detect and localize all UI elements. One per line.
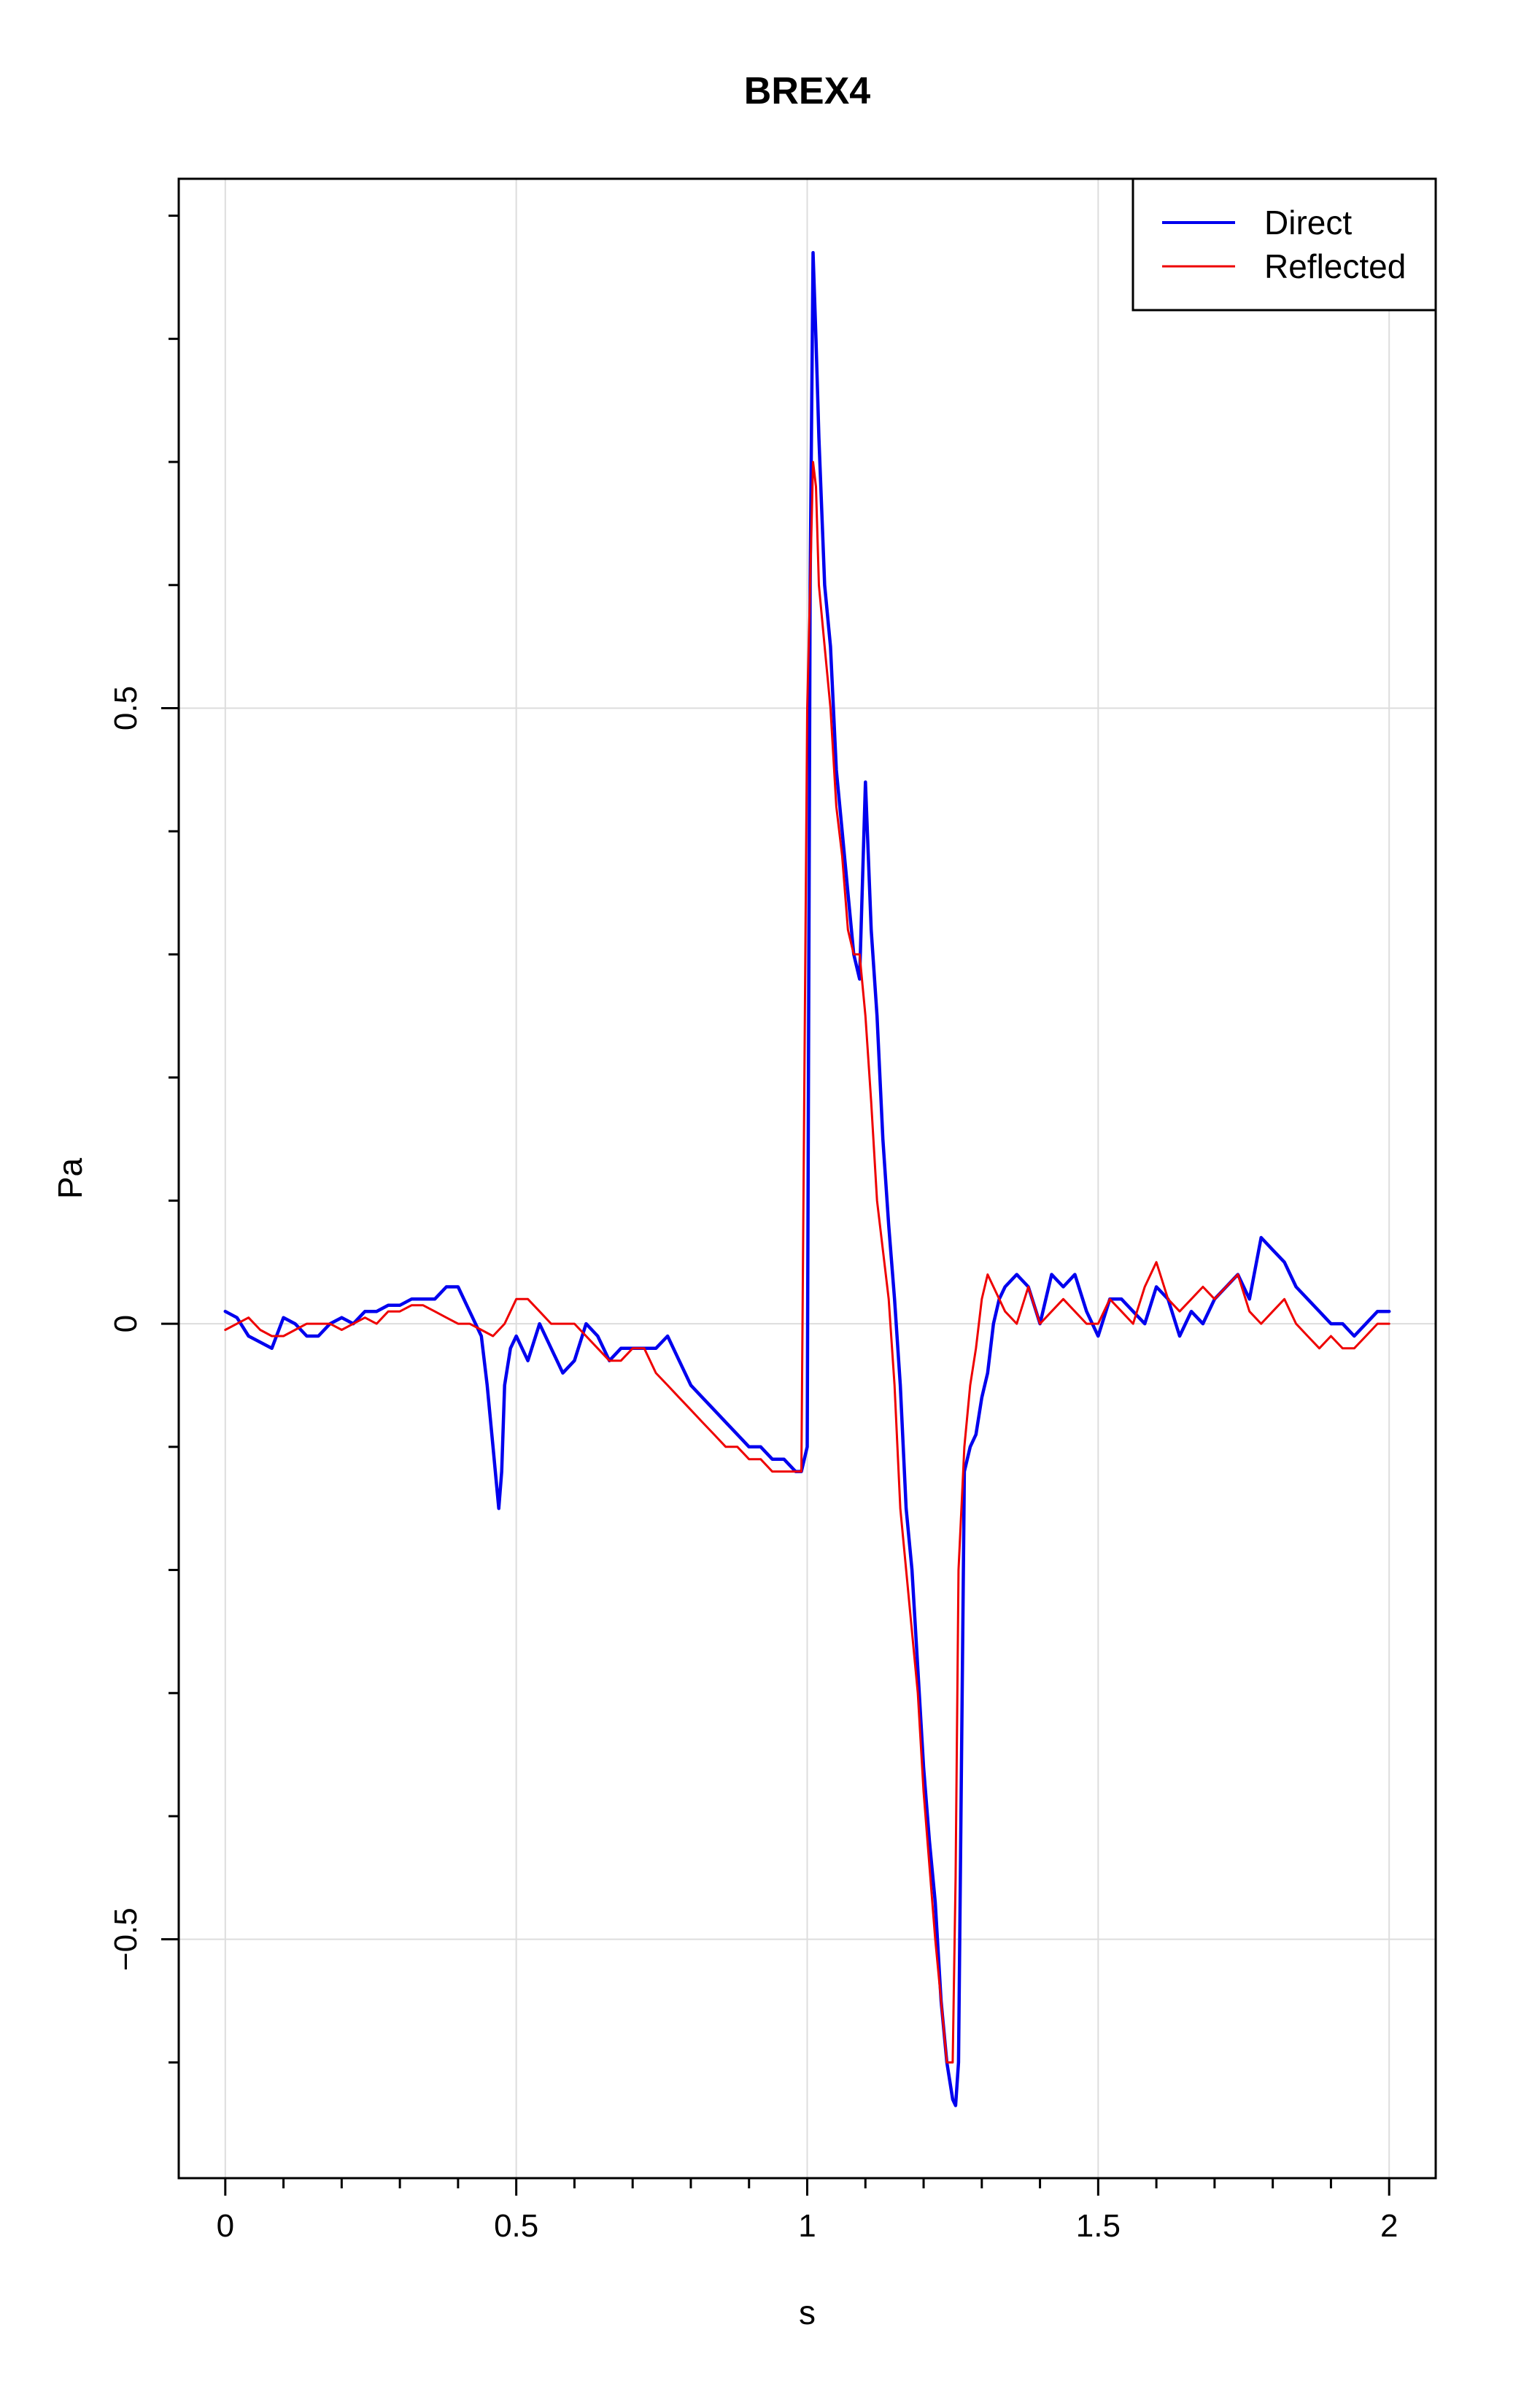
legend-box (1131, 177, 1437, 312)
x-axis-label: s (799, 2293, 816, 2331)
x-tick-label: 2 (1380, 2208, 1398, 2244)
series-layer (223, 250, 1391, 2107)
chart-title: BREX4 (744, 70, 870, 112)
x-tick-label: 0.5 (494, 2208, 538, 2244)
x-tick-label: 1 (798, 2208, 816, 2244)
y-tick-label: −0.5 (108, 1907, 144, 1971)
series-line-reflected (224, 460, 1390, 2064)
x-tick-label: 1.5 (1076, 2208, 1121, 2244)
legend-label-direct: Direct (1264, 204, 1352, 242)
series-line-direct (223, 250, 1391, 2107)
legend-label-reflected: Reflected (1264, 247, 1406, 285)
legend: Direct Reflected (1131, 177, 1437, 312)
x-tick-label: 0 (217, 2208, 234, 2244)
y-tick-label: 0 (108, 1315, 144, 1332)
y-axis-label: Pa (51, 1157, 89, 1199)
y-tick-label: 0.5 (108, 686, 144, 730)
axis-layer: 0 0.5 1 1.5 2 −0.5 0 0.5 (108, 215, 1398, 2244)
